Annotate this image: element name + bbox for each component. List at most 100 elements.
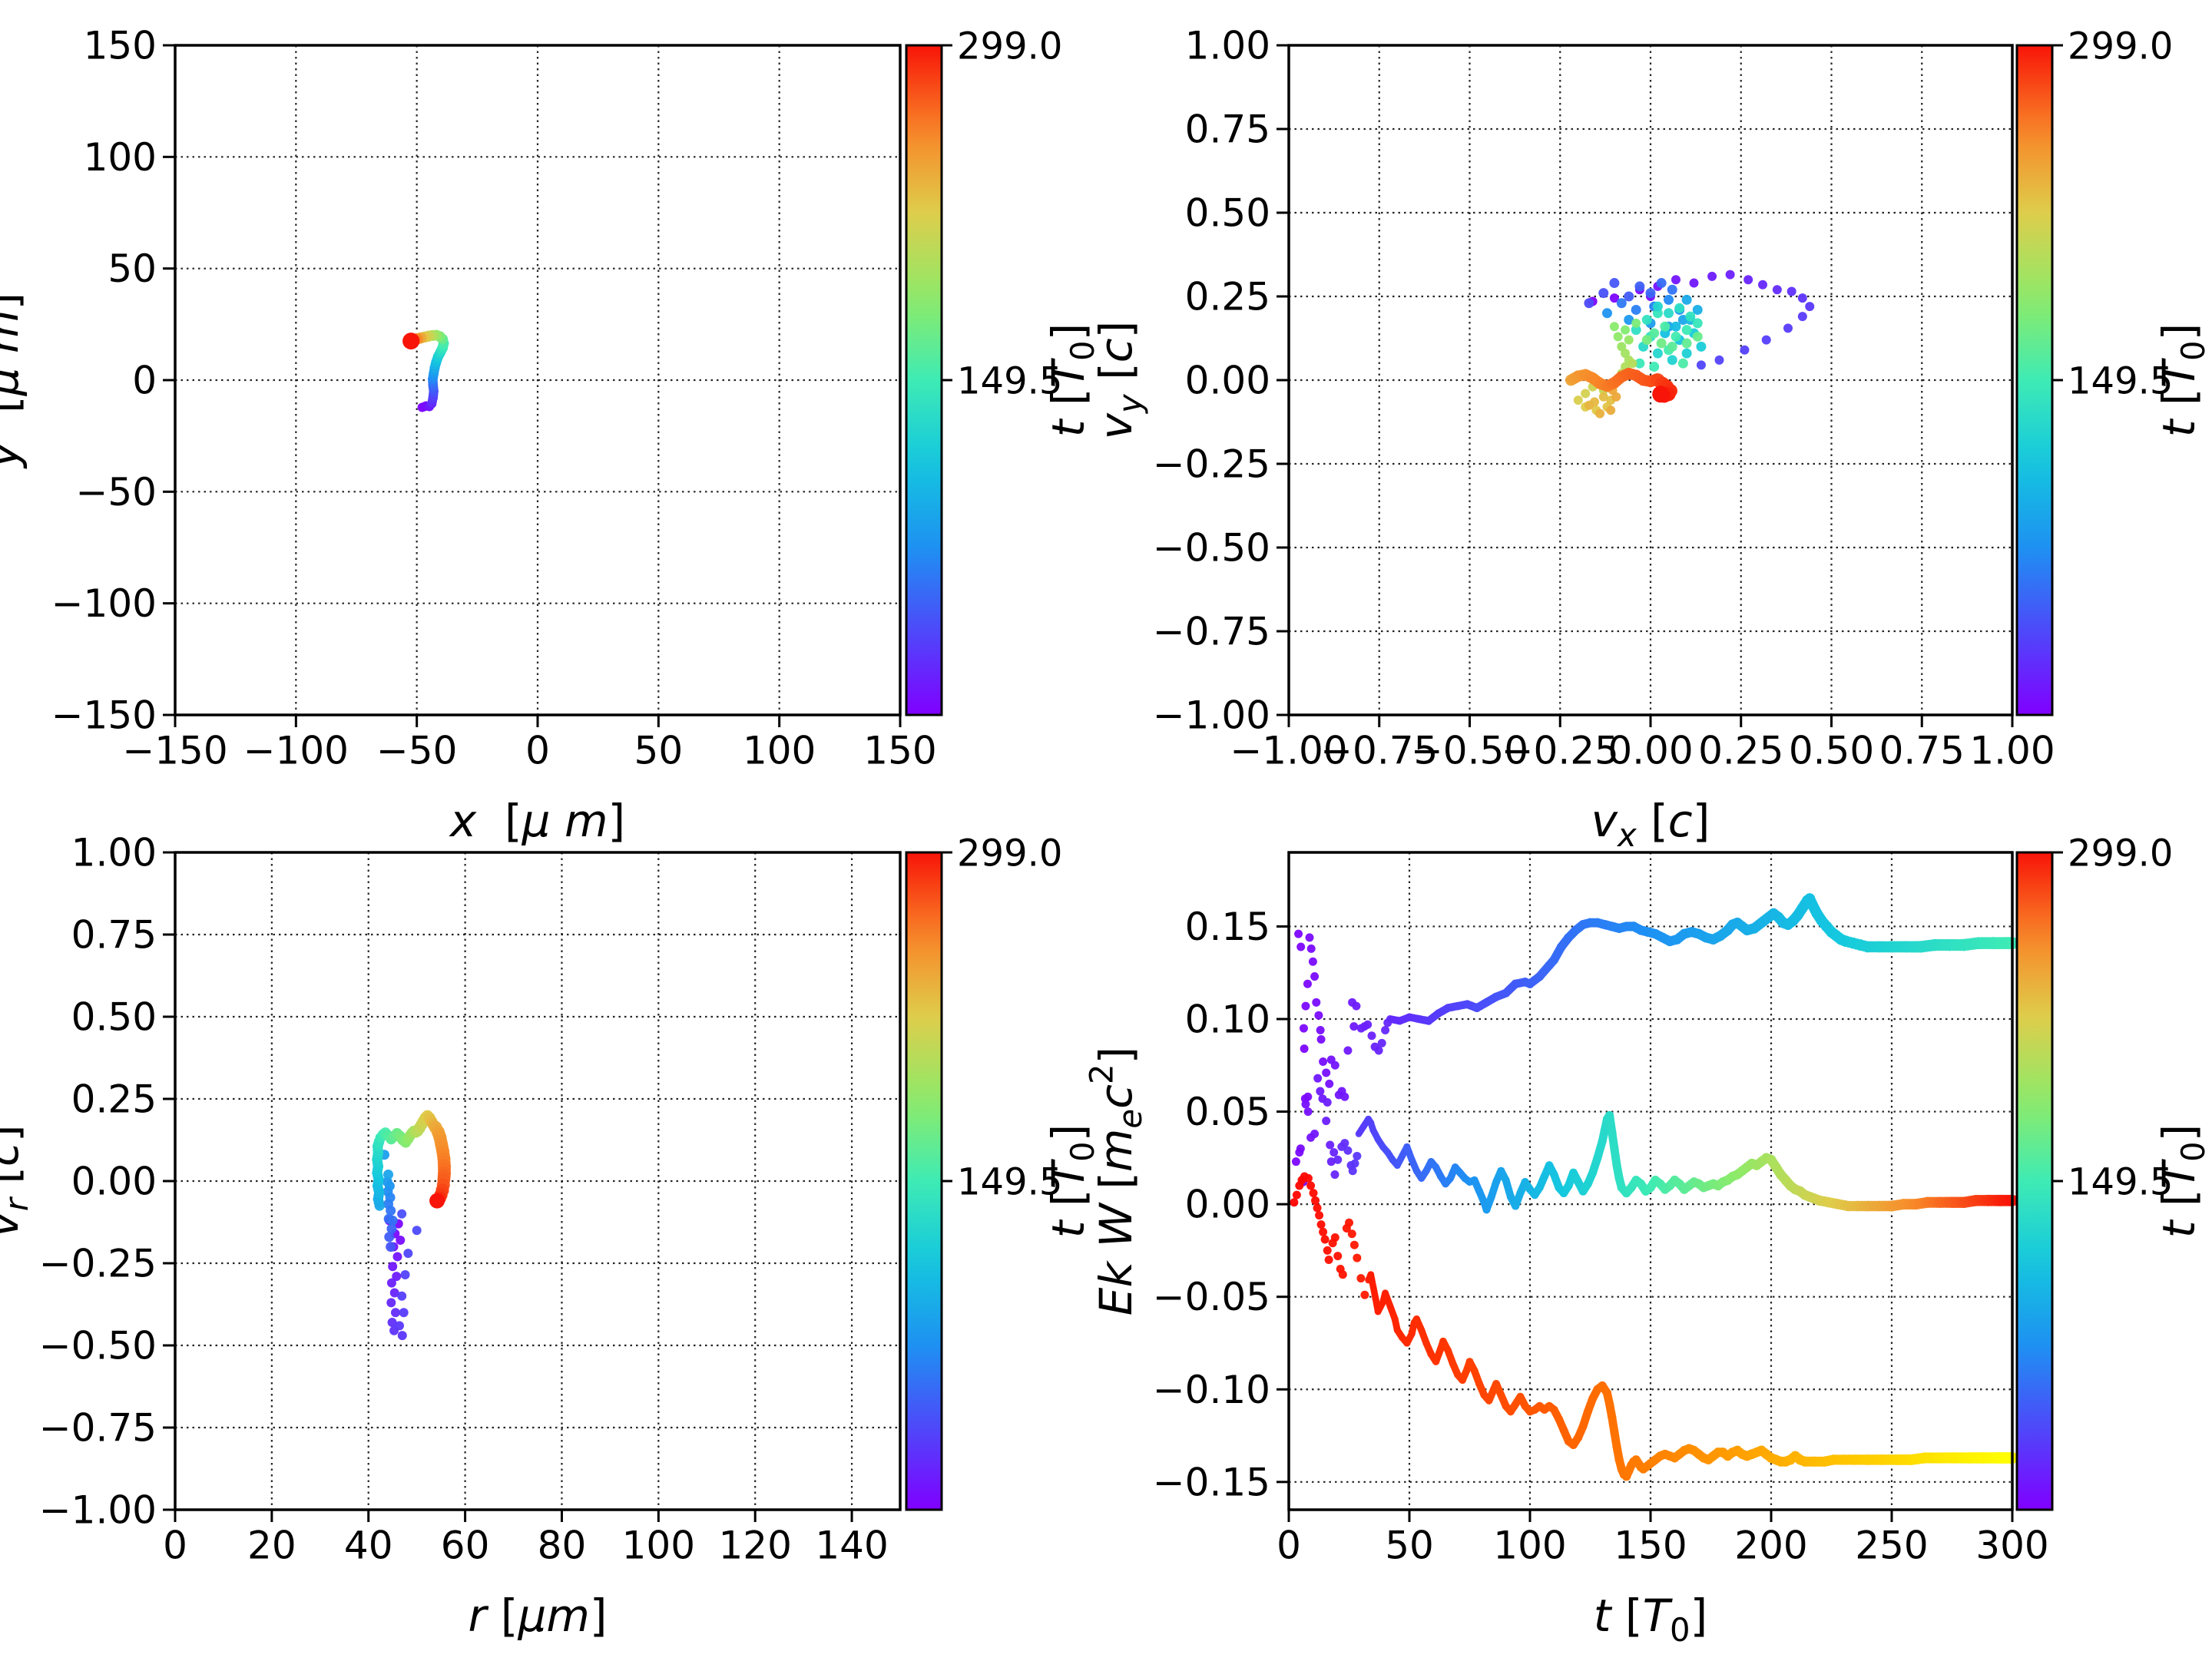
panel-energy-vs-time: 0 50 100 150 200 250 300 −0.15 −0.10 −0.05 0.00 0.0…	[1083, 832, 2212, 1648]
x-tick-label: −0.50	[1411, 729, 1528, 773]
colorbar-gradient	[905, 851, 943, 1511]
series-work-line	[1365, 1271, 2018, 1481]
colorbar-tick-label: 299.0	[2068, 832, 2173, 875]
y-tick-label: −50	[75, 470, 157, 515]
x-tick-label: 0	[163, 1524, 187, 1568]
y-tick-label: 0.10	[1185, 998, 1270, 1042]
ylabel-vx-vy: vy [c]	[1090, 321, 1149, 440]
x-tick-label: 100	[622, 1524, 695, 1568]
y-tick-label: −1.00	[39, 1488, 157, 1533]
ylabel-energy-vs-time: Ek W [mec2]	[1083, 1047, 1149, 1315]
y-tick-label: 0.00	[71, 1160, 157, 1204]
panel-vx-vy-ticks: −1.00−0.75−0.50−0.250.00 0.25 0.50 0.75 1.00…	[1153, 24, 2055, 773]
colorbar-gradient	[2015, 44, 2054, 716]
colorbar-r-vr: 299.0 149.5t [T0]	[905, 832, 1101, 1511]
y-tick-label: 0.15	[1185, 905, 1270, 949]
y-tick-label: 0.75	[71, 913, 157, 958]
x-tick-label: 0.50	[1789, 729, 1874, 773]
x-tick-label: −50	[376, 729, 458, 773]
ylabel-xy-trajectory: y [μ m]	[0, 293, 28, 469]
panel-xy-trajectory-ticks: −150 −100 −50 0 50 100 150 −150 −100 −50 0 50 100 150	[51, 24, 937, 773]
x-tick-label: −100	[243, 729, 349, 773]
series-orange-descent	[429, 1120, 451, 1186]
colorbar-tick-label: 299.0	[957, 832, 1062, 875]
y-tick-label: 0.75	[1185, 108, 1270, 152]
x-tick-label: −0.25	[1502, 729, 1619, 773]
x-tick-label: 0.25	[1698, 729, 1783, 773]
y-tick-label: 0.50	[1185, 191, 1270, 236]
y-tick-label: 0.00	[1185, 359, 1270, 403]
x-tick-label: 50	[1385, 1524, 1434, 1568]
x-tick-label: 300	[1975, 1524, 2048, 1568]
y-tick-label: 0.25	[1185, 275, 1270, 319]
x-tick-label: 0.75	[1879, 729, 1965, 773]
y-tick-label: −0.75	[1153, 610, 1270, 654]
series-orange-wave	[1565, 367, 1662, 392]
series-teal-cluster	[1641, 301, 1703, 352]
panel-r-vr: 0 20 40 60 80 100 120 140 −1.00 −0.75 −0.50 −0.25 0.…	[0, 831, 1101, 1643]
y-tick-label: −0.50	[1153, 526, 1270, 571]
panel-r-vr-gridlines	[175, 852, 900, 1510]
panel-xy-trajectory-series	[402, 329, 449, 412]
y-tick-label: −0.25	[39, 1242, 157, 1286]
series-green-arc	[379, 1125, 422, 1148]
x-tick-label: 100	[1493, 1524, 1566, 1568]
panel-xy-trajectory-gridlines	[175, 45, 900, 715]
y-tick-label: 0.50	[71, 995, 157, 1040]
y-tick-label: −0.50	[39, 1324, 157, 1368]
series-red-hook	[429, 1178, 450, 1209]
ylabel-r-vr: vr [c]	[0, 1124, 35, 1237]
y-tick-label: 0	[132, 359, 157, 403]
colorbar-tick-label: 149.5	[2068, 1160, 2173, 1203]
panel-r-vr-ticks: 0 20 40 60 80 100 120 140 −1.00 −0.75 −0.50 −0.25 0.…	[39, 831, 889, 1568]
colorbar-tick-label: 149.5	[957, 1160, 1062, 1203]
y-tick-label: 50	[108, 247, 157, 291]
panel-xy-trajectory: −150 −100 −50 0 50 100 150 −150 −100 −50 0 50 100 150…	[0, 24, 1101, 848]
series-work-scatter	[1290, 1172, 1369, 1299]
panel-r-vr-series	[372, 1110, 451, 1341]
xlabel-r-vr: r [μm]	[469, 1590, 608, 1642]
colorbar-xy-trajectory: 299.0 149.5t [T0]	[905, 25, 1101, 716]
x-tick-label: 0	[525, 729, 550, 773]
y-tick-label: −0.75	[39, 1406, 157, 1451]
series-middle-scatter	[1291, 1074, 1362, 1186]
x-tick-label: −150	[122, 729, 227, 773]
series-trajectory	[402, 329, 449, 412]
y-tick-label: −0.25	[1153, 442, 1270, 487]
y-tick-label: −100	[51, 581, 157, 626]
y-tick-label: 150	[84, 24, 157, 68]
x-tick-label: 150	[863, 729, 936, 773]
colorbar-gradient	[905, 44, 943, 716]
x-tick-label: 150	[1614, 1524, 1687, 1568]
colorbar-tick-label: 299.0	[2068, 25, 2173, 68]
x-tick-label: −1.00	[1230, 729, 1347, 773]
x-tick-label: 0.00	[1608, 729, 1693, 773]
y-tick-label: 100	[84, 135, 157, 180]
y-tick-label: 0.00	[1185, 1183, 1270, 1227]
panel-r-vr-spines	[174, 851, 902, 1511]
colorbar-vx-vy: 299.0 149.5t [T0]	[2015, 25, 2212, 716]
x-tick-label: 80	[538, 1524, 587, 1568]
y-tick-label: −0.05	[1153, 1275, 1270, 1319]
x-tick-label: 140	[815, 1524, 888, 1568]
x-tick-label: 1.00	[1969, 729, 2055, 773]
y-tick-label: 0.05	[1185, 1090, 1270, 1134]
x-tick-label: 120	[718, 1524, 791, 1568]
y-tick-label: 1.00	[71, 831, 157, 875]
panel-vx-vy-series	[1565, 270, 1815, 419]
x-tick-label: 20	[247, 1524, 296, 1568]
y-tick-label: 1.00	[1185, 24, 1270, 68]
x-tick-label: 0	[1277, 1524, 1301, 1568]
colorbar-tick-label: 149.5	[2068, 359, 2173, 402]
x-tick-label: 50	[634, 729, 684, 773]
y-tick-label: −150	[51, 693, 157, 738]
series-kinetic-upper-scatter	[1294, 929, 1392, 1104]
xlabel-energy-vs-time: t [T0]	[1594, 1590, 1707, 1649]
panel-energy-vs-time-series	[1290, 893, 2018, 1481]
y-tick-label: −1.00	[1153, 693, 1270, 738]
series-red-hook	[1651, 373, 1677, 403]
x-tick-label: 40	[344, 1524, 393, 1568]
panel-vx-vy: −1.00−0.75−0.50−0.250.00 0.25 0.50 0.75 1.00…	[1090, 24, 2212, 854]
